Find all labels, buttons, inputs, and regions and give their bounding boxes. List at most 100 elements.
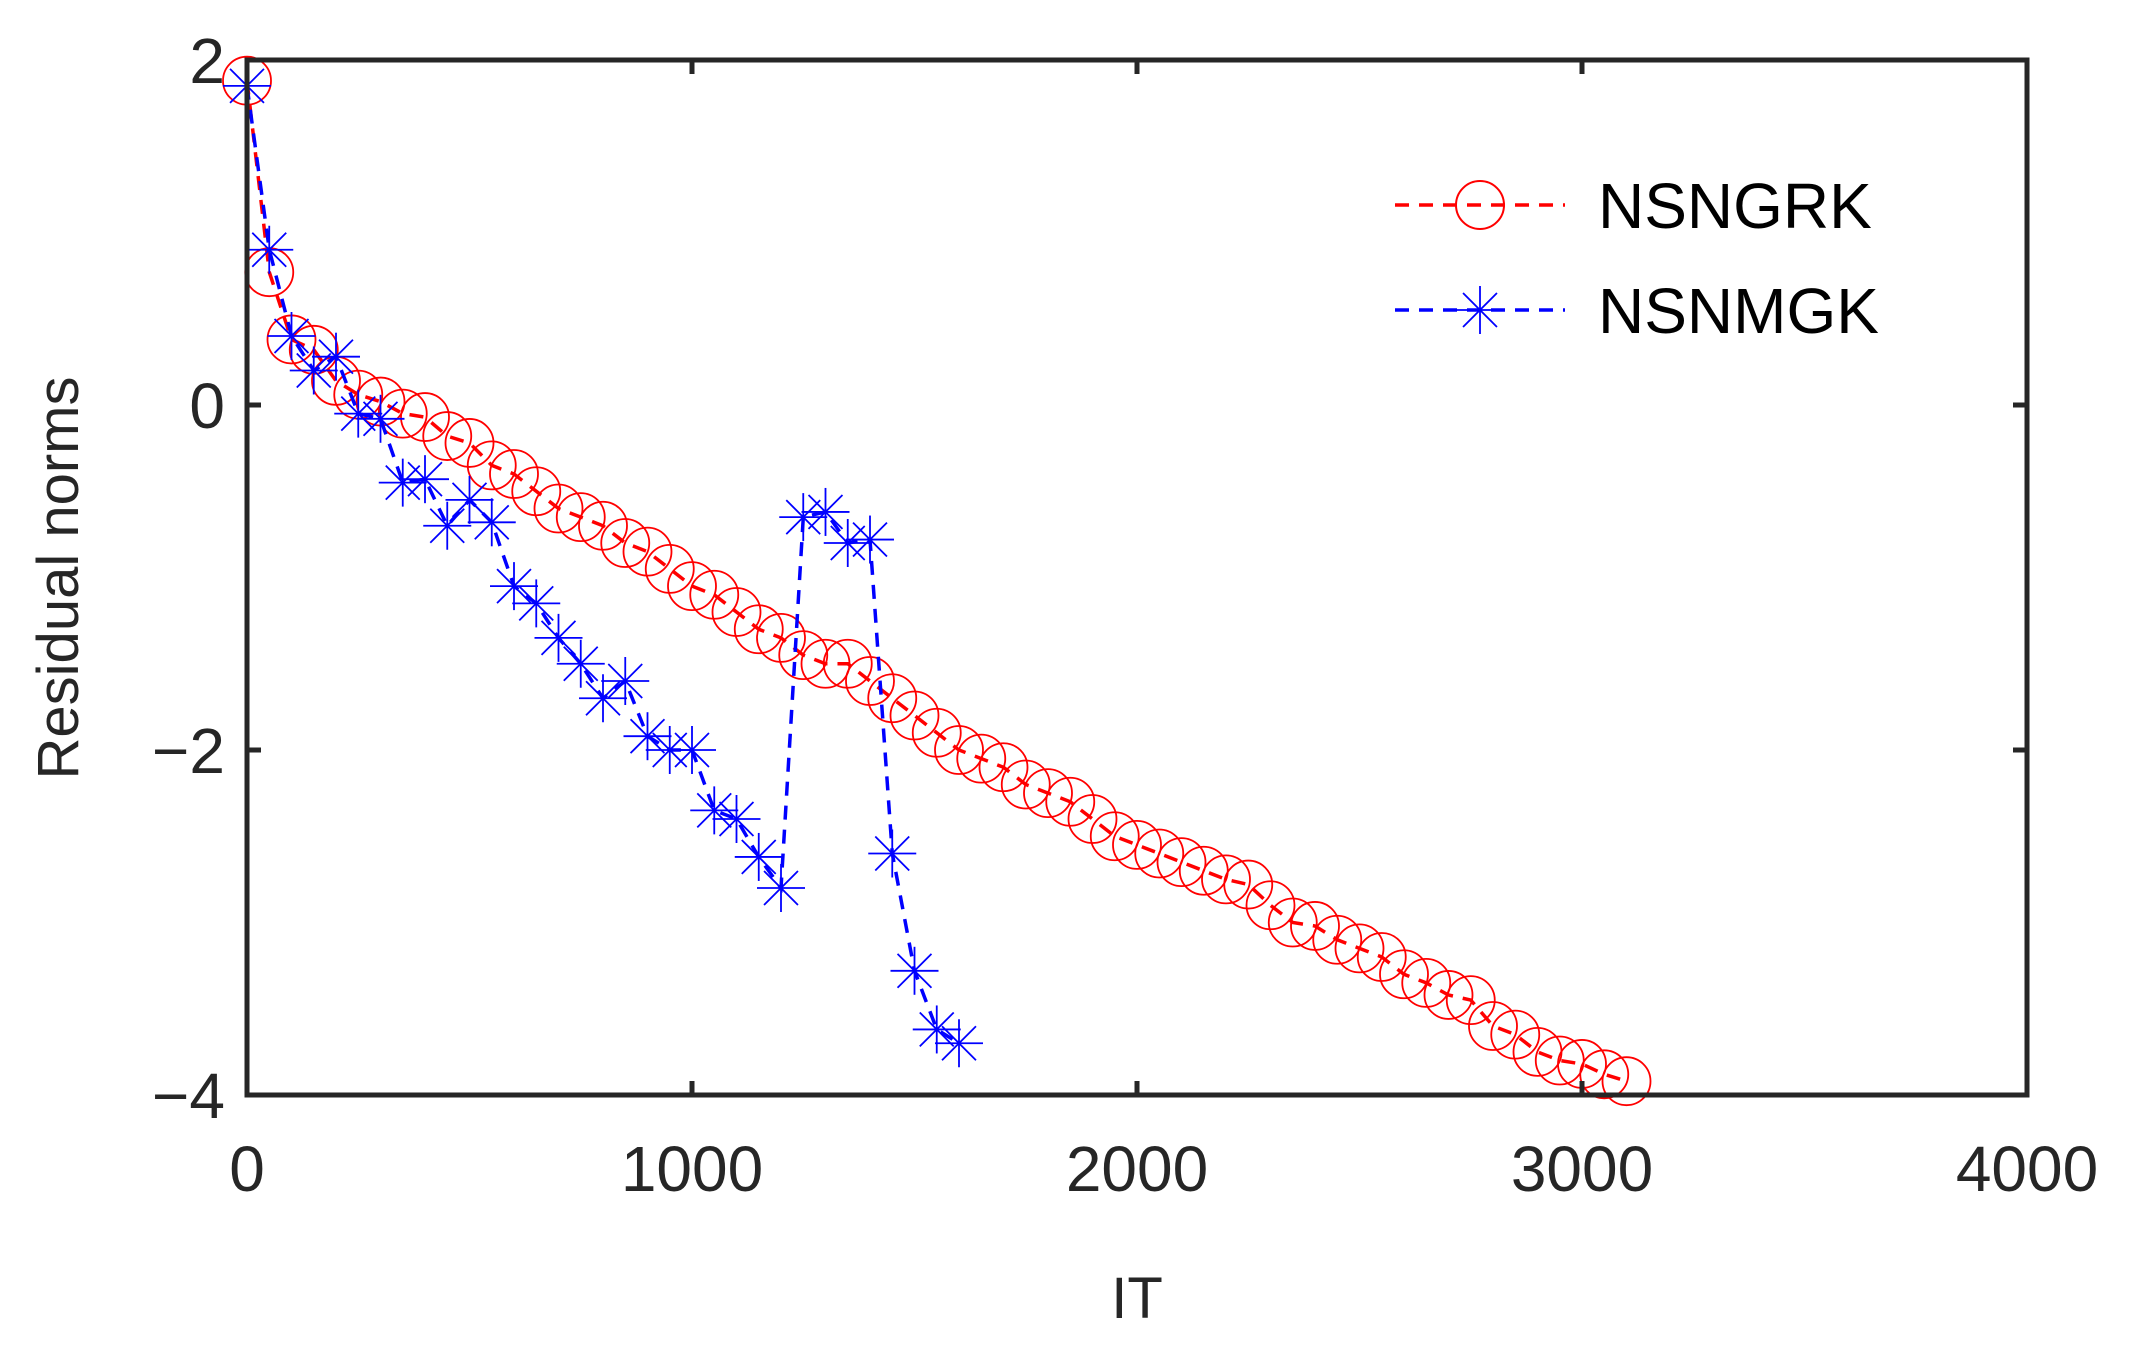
x-tick-label: 1000 [621,1133,763,1205]
asterisk-stroke [629,718,666,754]
data-point-nsngrk [1223,859,1274,910]
asterisk-stroke [251,232,287,268]
asterisk-stroke [585,680,621,716]
tick-layer: 0 1000 2000 3000 4000 2 0 −2 −4 [152,25,2098,1205]
asterisk-stroke [741,839,777,875]
series-nsnmgk [223,61,983,1068]
data-point-nsnmgk [401,455,449,504]
data-point-nsngrk [733,604,784,655]
data-point-nsngrk [1156,837,1207,888]
data-point-nsngrk [1579,1049,1630,1100]
series-line-nsngrk [245,80,1628,1083]
data-point-nsngrk [1089,811,1140,862]
data-point-nsngrk [1423,970,1474,1020]
data-point-nsnmgk [623,712,672,761]
data-point-nsngrk [600,518,651,568]
asterisk-stroke [407,461,443,497]
asterisk-stroke [807,494,844,530]
asterisk-stroke [385,465,421,501]
data-point-nsngrk [1379,949,1429,1000]
data-point-nsngrk [555,492,606,543]
asterisk-stroke [451,482,488,518]
data-point-nsnmgk [378,458,427,507]
data-point-nsnmgk [890,946,939,995]
data-point-nsngrk [1000,759,1051,810]
data-point-nsnmgk [356,394,405,443]
data-point-nsngrk [934,725,984,775]
asterisk-stroke [896,953,933,989]
asterisk-stroke [874,835,910,872]
data-point-nsnmgk [534,613,583,662]
asterisk-stroke [563,646,599,682]
data-point-nsnmgk [289,346,338,395]
asterisk-stroke [785,499,821,535]
data-point-nsnmgk [556,639,605,688]
asterisk-stroke [429,508,465,544]
data-point-nsnmgk [734,832,783,881]
data-point-nsnmgk [312,332,360,381]
data-point-nsnmgk [579,674,627,723]
asterisk-stroke [696,792,732,828]
data-point-nsngrk [422,411,473,461]
asterisk-stroke [362,401,399,437]
x-axis-title: IT [1111,1266,1163,1331]
data-point-nsngrk [444,418,495,468]
data-point-nsnmgk [267,312,316,360]
legend-asterisk-shape [1456,286,1504,334]
data-point-nsngrk [667,561,717,612]
asterisk-stroke [852,521,888,558]
asterisk-stroke [763,870,799,906]
asterisk-stroke [919,1011,955,1048]
data-point-nsngrk [1267,897,1318,948]
data-point-nsnmgk [846,515,894,564]
data-point-nsnmgk [423,501,472,550]
data-point-nsnmgk [801,487,850,536]
asterisk-stroke [607,663,643,699]
data-point-nsngrk [778,630,829,681]
legend-label-nsngrk: NSNGRK [1598,170,1872,242]
data-point-nsngrk [1201,854,1251,905]
series-nsngrk [222,55,1652,1107]
data-point-nsngrk [1445,975,1496,1026]
asterisk-stroke [318,339,354,375]
legend-entry-nsngrk: NSNGRK [1395,170,1872,242]
data-point-nsngrk [800,638,851,689]
y-tick-label: −2 [152,715,225,787]
asterisk-stroke [718,801,755,837]
data-point-nsngrk [400,392,450,442]
series-layer [222,55,1652,1107]
x-tick-label: 0 [229,1133,265,1205]
x-tick-label: 3000 [1511,1133,1653,1205]
data-point-nsnmgk [668,726,716,774]
legend: NSNGRK NSNMGK [1395,170,1879,347]
data-point-nsngrk [1312,914,1363,965]
asterisk-stroke [830,525,866,561]
data-point-nsngrk [956,733,1007,784]
y-tick-label: −4 [152,1060,225,1132]
data-point-nsngrk [1023,768,1073,819]
data-point-nsngrk [1468,1001,1518,1051]
data-point-nsnmgk [445,475,494,524]
y-tick-label: 0 [189,370,225,442]
legend-label-nsnmgk: NSNMGK [1598,275,1879,347]
data-point-nsngrk [1112,819,1162,870]
data-point-nsngrk [1601,1056,1652,1107]
asterisk-stroke [296,352,332,389]
data-point-nsngrk [466,440,517,491]
data-point-nsnmgk [601,657,650,705]
asterisk-stroke [540,620,577,656]
data-point-nsngrk [1401,957,1452,1008]
data-point-nsnmgk [912,1005,961,1054]
data-point-nsnmgk [490,562,538,611]
data-point-nsnmgk [868,829,917,878]
asterisk-stroke [518,585,554,621]
data-point-nsnmgk [245,225,294,274]
data-point-nsnmgk [757,864,805,912]
data-point-nsnmgk [467,498,516,547]
data-point-nsngrk [1134,828,1185,879]
data-point-nsngrk [1334,923,1385,974]
legend-marker-nsngrk [1455,180,1505,230]
x-tick-label: 2000 [1066,1133,1208,1205]
x-tick-label: 4000 [1956,1133,2098,1205]
